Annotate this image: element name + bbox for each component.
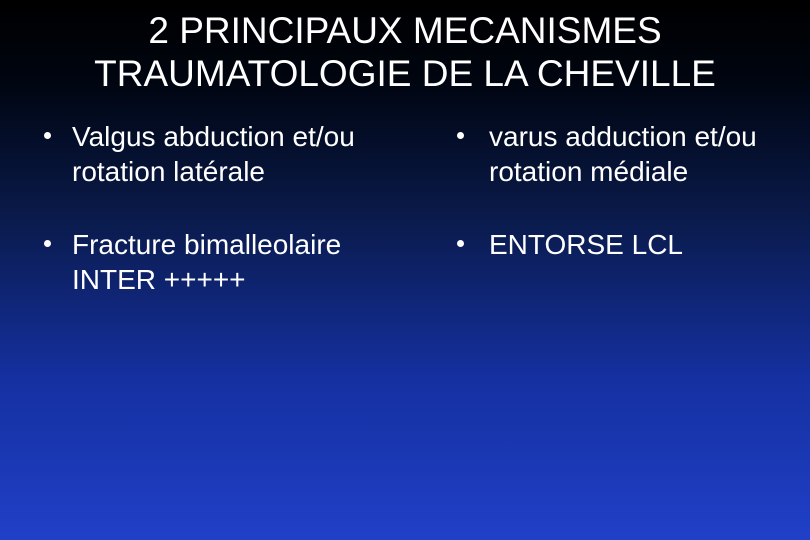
bullet-text: Valgus abduction et/ou rotation latérale <box>72 121 355 187</box>
right-bullet-list: varus adduction et/ou rotation médiale E… <box>449 119 780 300</box>
bullet-text: varus adduction et/ou rotation médiale <box>489 121 757 187</box>
list-item: Fracture bimalleolaire INTER +++++ <box>38 227 369 297</box>
bullet-text: Fracture bimalleolaire INTER +++++ <box>72 229 341 295</box>
left-bullet-list: Valgus abduction et/ou rotation latérale… <box>38 119 369 335</box>
bullet-icon <box>44 132 51 139</box>
left-column: Valgus abduction et/ou rotation latérale… <box>30 119 369 520</box>
bullet-icon <box>44 240 51 247</box>
slide-body: Valgus abduction et/ou rotation latérale… <box>30 119 780 520</box>
slide-container: 2 PRINCIPAUX MECANISMES TRAUMATOLOGIE DE… <box>0 0 810 540</box>
right-column: varus adduction et/ou rotation médiale E… <box>389 119 780 520</box>
list-item: ENTORSE LCL <box>449 227 780 262</box>
bullet-icon <box>457 240 464 247</box>
slide-title: 2 PRINCIPAUX MECANISMES TRAUMATOLOGIE DE… <box>30 10 780 95</box>
bullet-icon <box>457 132 464 139</box>
bullet-text: ENTORSE LCL <box>489 229 683 260</box>
list-item: Valgus abduction et/ou rotation latérale <box>38 119 369 189</box>
list-item: varus adduction et/ou rotation médiale <box>449 119 780 189</box>
